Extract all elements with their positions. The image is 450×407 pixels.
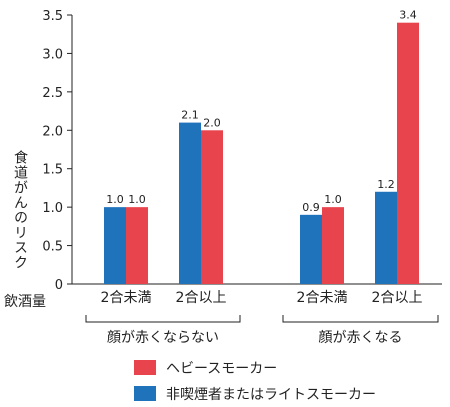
data-label: 2.1 bbox=[181, 109, 199, 122]
data-label: 1.2 bbox=[377, 178, 395, 191]
data-label: 3.4 bbox=[399, 9, 417, 22]
x-axis-label: 飲酒量 bbox=[4, 294, 46, 310]
bar bbox=[179, 122, 201, 284]
data-label: 0.9 bbox=[302, 201, 320, 214]
y-tick-label: 3.0 bbox=[42, 47, 63, 62]
category-label: 2合未満 bbox=[297, 290, 348, 306]
legend-swatch bbox=[134, 386, 156, 401]
bar bbox=[375, 191, 397, 284]
y-tick-label: 1.0 bbox=[42, 201, 63, 216]
data-label: 2.0 bbox=[203, 116, 221, 129]
group-bracket bbox=[282, 315, 439, 323]
y-tick-label: 0 bbox=[55, 278, 63, 293]
bar bbox=[201, 130, 223, 284]
bar bbox=[397, 22, 419, 284]
data-label: 1.0 bbox=[106, 193, 124, 206]
group-bracket bbox=[85, 315, 241, 323]
y-tick-label: 0.5 bbox=[42, 240, 63, 255]
group-label: 顔が赤くなる bbox=[319, 330, 403, 346]
category-label: 2合以上 bbox=[176, 290, 227, 306]
y-axis-label: 食道がんのリスク bbox=[12, 149, 28, 270]
y-tick-label: 3.5 bbox=[42, 9, 63, 24]
y-tick-label: 1.5 bbox=[42, 163, 63, 178]
legend-swatch bbox=[134, 360, 156, 375]
legend-label: ヘビースモーカー bbox=[166, 361, 277, 377]
legend-label: 非喫煙者またはライトスモーカー bbox=[166, 387, 376, 403]
y-tick-label: 2.0 bbox=[42, 124, 63, 139]
data-label: 1.0 bbox=[128, 193, 146, 206]
category-label: 2合以上 bbox=[372, 290, 423, 306]
bar bbox=[322, 207, 344, 284]
bar bbox=[126, 207, 148, 284]
bar bbox=[104, 207, 126, 284]
y-tick-label: 2.5 bbox=[42, 86, 63, 101]
plot-area: 0 0.5 1.0 1.5 2.0 2.5 3.0 3.5 1.0 2.1 0.9 1.2 1.0 2.0… bbox=[42, 9, 442, 346]
category-label: 2合未満 bbox=[101, 290, 152, 306]
bar bbox=[300, 214, 322, 284]
data-label: 1.0 bbox=[324, 193, 342, 206]
group-label: 顔が赤くならない bbox=[107, 330, 219, 346]
